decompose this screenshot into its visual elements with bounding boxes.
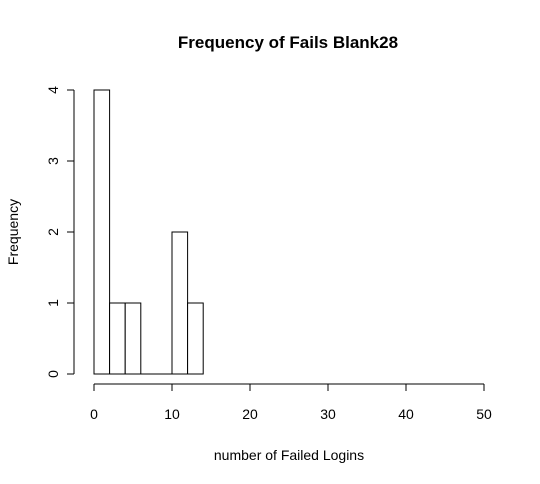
histogram-bar <box>93 89 111 375</box>
x-tick-label: 20 <box>242 406 258 422</box>
y-tick-label: 1 <box>45 299 61 307</box>
y-axis: 0 1 2 3 4 <box>45 86 75 378</box>
x-tick-label: 30 <box>320 406 336 422</box>
x-tick-label: 50 <box>476 406 492 422</box>
y-tick-label: 0 <box>45 370 61 378</box>
x-axis: 0 10 20 30 40 50 <box>90 383 492 422</box>
x-tick-label: 0 <box>90 406 98 422</box>
histogram-bar <box>109 302 126 375</box>
y-tick-label: 2 <box>45 228 61 236</box>
histogram-bar <box>187 302 204 375</box>
histogram-bar <box>124 302 142 375</box>
x-tick-label: 40 <box>398 406 414 422</box>
x-axis-label: number of Failed Logins <box>214 447 364 463</box>
y-axis-label: Frequency <box>5 199 21 265</box>
histogram-bars <box>93 89 204 375</box>
histogram-bar <box>171 231 189 375</box>
y-tick-label: 3 <box>45 157 61 165</box>
y-tick-label: 4 <box>45 86 61 94</box>
chart-title: Frequency of Fails Blank28 <box>178 33 398 52</box>
x-tick-label: 10 <box>164 406 180 422</box>
